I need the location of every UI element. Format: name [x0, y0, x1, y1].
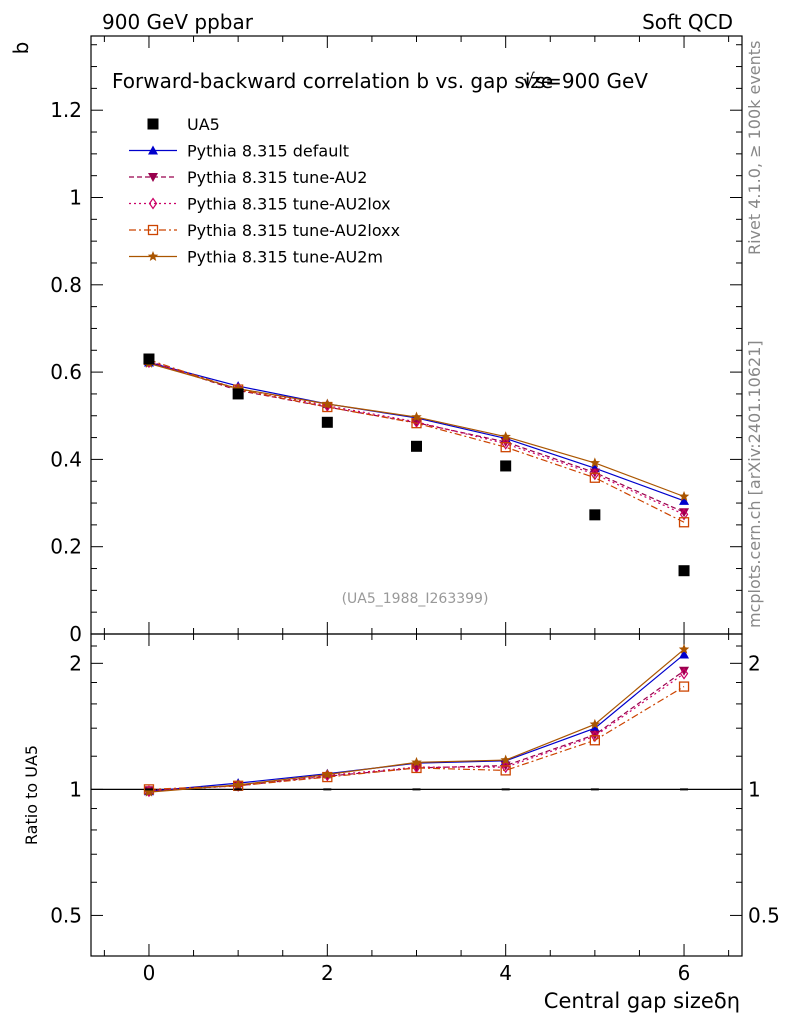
legend-marker-2 [148, 197, 158, 210]
legend-marker-1 [148, 173, 158, 182]
legend-label-3: Pythia 8.315 tune-AU2loxx [187, 221, 400, 240]
ratio-y-tick-label-right: 0.5 [748, 903, 780, 927]
analysis-tag: (UA5_1988_I263399) [342, 591, 489, 607]
series-3-point [678, 517, 690, 528]
ratio-4-point [143, 786, 155, 797]
ua5-data-point [411, 440, 422, 452]
ratio-plot: 0 2 4 6 0.5 0.5 1 1 2 2 [50, 633, 780, 985]
ratio-4-point [500, 754, 511, 765]
y-tick-label: 0.4 [50, 447, 82, 471]
ratio-y-tick-label-right: 2 [748, 651, 761, 675]
series-3-point [500, 442, 511, 453]
ua5-data-point [232, 388, 244, 400]
y-tick-label: 0.6 [50, 360, 82, 384]
series-4-point [411, 411, 422, 422]
series-4-point [322, 398, 333, 409]
legend-marker-ua5 [147, 118, 159, 130]
x-tick-label: 0 [143, 961, 156, 985]
ratio-1-point [679, 666, 690, 676]
y-tick-label: 1.2 [50, 98, 82, 122]
ratio-line-2 [148, 673, 685, 792]
chart-title-energy: √s=900 GeV [522, 69, 648, 93]
ratio-2-point [679, 667, 689, 680]
series-4-point [678, 491, 690, 501]
series-4-point [232, 383, 244, 394]
series-4-point [500, 431, 511, 442]
ua5-data-point [678, 565, 690, 577]
series-2-point [590, 468, 600, 481]
series-1-point [679, 508, 690, 518]
mcplots-label: mcplots.cern.ch [arXiv:2401.10621] [745, 340, 764, 628]
legend-marker-0 [148, 145, 158, 155]
y-axis-label: b [9, 42, 33, 55]
ratio-y-tick-label: 2 [69, 651, 82, 675]
y-tick-label: 1 [69, 186, 82, 210]
series-line-2 [148, 361, 685, 515]
ratio-0-point [589, 723, 600, 733]
legend-marker-3 [147, 224, 159, 236]
ratio-y-axis-label: Ratio to UA5 [22, 745, 41, 845]
header-right-label: Soft QCD [642, 10, 733, 34]
x-tick-label: 4 [499, 961, 512, 985]
ratio-4-point [232, 779, 244, 790]
ratio-3-point [500, 765, 511, 776]
legend-label-4: Pythia 8.315 tune-AU2m [187, 248, 383, 267]
ratio-4-point [589, 718, 601, 729]
ua5-data-point [500, 460, 512, 472]
chart-title: Forward-backward correlation b vs. gap s… [112, 69, 553, 93]
ratio-2-point [590, 730, 600, 743]
ratio-line-3 [148, 686, 685, 790]
ratio-4-point [322, 769, 333, 779]
main-plot: 0 0.2 0.4 0.6 0.8 1 1.2 [50, 35, 743, 646]
legend-marker-4 [147, 251, 159, 261]
ratio-4-point [411, 756, 422, 767]
legend-label-1: Pythia 8.315 tune-AU2 [187, 168, 367, 187]
series-line-0 [148, 361, 685, 502]
x-axis-label: Central gap sizeδη [544, 989, 740, 1013]
ua5-data-point [143, 353, 155, 365]
ratio-3-point [678, 681, 690, 692]
legend: UA5 Pythia 8.315 default Pythia 8.315 tune… [129, 115, 400, 267]
series-2-point [501, 437, 510, 450]
legend-label-0: Pythia 8.315 default [187, 142, 349, 161]
ua5-data-point [589, 509, 601, 521]
legend-label-2: Pythia 8.315 tune-AU2lox [187, 195, 391, 214]
series-0-point [679, 495, 690, 505]
series-2-point [679, 508, 689, 521]
ua5-data-point [321, 416, 333, 428]
ratio-y-tick-label: 0.5 [50, 903, 82, 927]
legend-label-ua5: UA5 [187, 115, 220, 134]
y-tick-label: 0.8 [50, 273, 82, 297]
y-tick-label: 0 [69, 622, 82, 646]
x-tick-label: 6 [678, 961, 691, 985]
ratio-0-point [679, 649, 690, 659]
ratio-4-point [678, 643, 690, 654]
x-tick-label: 2 [321, 961, 334, 985]
series-3-point [589, 472, 601, 483]
series-4-point [589, 457, 601, 468]
rivet-version-label: Rivet 4.1.0, ≥ 100k events [745, 41, 764, 255]
ratio-y-tick-label-right: 1 [748, 777, 761, 801]
ratio-y-tick-label: 1 [69, 777, 82, 801]
y-tick-label: 0.2 [50, 535, 82, 559]
ratio-3-point [589, 735, 601, 746]
header-left-label: 900 GeV ppbar [102, 10, 254, 34]
